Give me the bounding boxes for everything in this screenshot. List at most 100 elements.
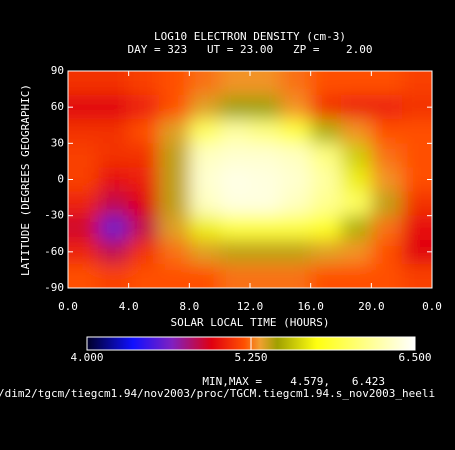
heat-cell (128, 239, 160, 265)
heat-cell (219, 215, 251, 241)
heat-cell (371, 95, 403, 120)
heat-cell (128, 143, 160, 168)
heat-cell (401, 71, 432, 96)
heat-cell (250, 239, 281, 265)
heat-cell (219, 95, 251, 120)
heat-cell (189, 143, 221, 168)
heat-cell (341, 215, 372, 241)
heat-cell (128, 191, 160, 217)
heat-cell (341, 239, 372, 265)
x-tick-label: 16.0 (297, 300, 324, 313)
y-axis-label: LATITUDE (DEGREES GEOGRAPHIC) (19, 84, 32, 276)
heat-cell (219, 119, 251, 144)
heat-cell (341, 95, 372, 120)
heat-cell (401, 119, 432, 144)
heat-cell (128, 215, 160, 241)
heat-cell (280, 215, 312, 241)
heat-cell (371, 263, 403, 288)
heat-cell (250, 215, 281, 241)
heat-cell (310, 263, 342, 288)
heat-cell (341, 263, 372, 288)
heat-cell (310, 191, 342, 217)
heat-cell (159, 143, 190, 168)
heat-cell (98, 71, 130, 96)
heat-cell (68, 119, 99, 144)
heat-cell (219, 143, 251, 168)
heat-cell (159, 167, 190, 193)
heatmap (68, 71, 432, 288)
heat-cell (128, 263, 160, 288)
heat-cell (371, 239, 403, 265)
heat-cell (280, 95, 312, 120)
heat-cell (68, 143, 99, 168)
heat-cell (371, 215, 403, 241)
heat-cell (401, 167, 432, 193)
heat-cell (401, 239, 432, 265)
colorbar-tick-label: 4.000 (70, 351, 103, 364)
heat-cell (310, 167, 342, 193)
heat-cell (371, 191, 403, 217)
heat-cell (128, 95, 160, 120)
heat-cell (98, 119, 130, 144)
heat-cell (159, 215, 190, 241)
x-axis-label: SOLAR LOCAL TIME (HOURS) (171, 316, 330, 329)
heat-cell (189, 239, 221, 265)
heat-cell (341, 119, 372, 144)
heat-cell (159, 239, 190, 265)
heat-cell (189, 167, 221, 193)
heat-cell (98, 167, 130, 193)
heat-cell (401, 191, 432, 217)
heat-cell (159, 263, 190, 288)
heat-cell (280, 71, 312, 96)
x-tick-label: 12.0 (237, 300, 264, 313)
heat-cell (371, 167, 403, 193)
heat-cell (98, 263, 130, 288)
heat-cell (219, 239, 251, 265)
heat-cell (68, 239, 99, 265)
heat-cell (280, 191, 312, 217)
heat-cell (128, 119, 160, 144)
colorbar-tick-label: 5.250 (234, 351, 267, 364)
heat-cell (219, 167, 251, 193)
heat-cell (159, 71, 190, 96)
heat-cell (98, 215, 130, 241)
heat-cell (310, 71, 342, 96)
min-value: 4.579, (290, 375, 330, 388)
heat-cell (159, 119, 190, 144)
heat-cell (98, 143, 130, 168)
y-tick-label: 30 (51, 136, 64, 149)
chart-title: LOG10 ELECTRON DENSITY (cm-3) (154, 30, 346, 43)
heat-cell (401, 95, 432, 120)
heat-cell (189, 71, 221, 96)
heat-cell (280, 239, 312, 265)
heat-cell (310, 119, 342, 144)
heat-cell (401, 215, 432, 241)
heat-cell (371, 119, 403, 144)
x-tick-label: 4.0 (119, 300, 139, 313)
chart-subtitle: DAY = 323 UT = 23.00 ZP = 2.00 (127, 43, 372, 56)
minmax-label: MIN,MAX = (202, 375, 262, 388)
x-tick-label: 0.0 (58, 300, 78, 313)
footer-path: /dim2/tgcm/tiegcm1.94/nov2003/proc/TGCM.… (0, 387, 435, 400)
heat-cell (68, 71, 99, 96)
heat-cell (310, 143, 342, 168)
heat-cell (250, 167, 281, 193)
heat-cell (250, 263, 281, 288)
heat-cell (128, 167, 160, 193)
heat-cell (159, 95, 190, 120)
y-tick-label: 60 (51, 100, 64, 113)
heat-cell (401, 143, 432, 168)
max-value: 6.423 (352, 375, 385, 388)
y-tick-label: -60 (44, 245, 64, 258)
heat-cell (280, 263, 312, 288)
heat-cell (341, 191, 372, 217)
heat-cell (189, 95, 221, 120)
heat-cell (219, 191, 251, 217)
y-tick-label: 0 (57, 173, 64, 186)
heat-cell (189, 263, 221, 288)
heat-cell (189, 191, 221, 217)
heat-cell (371, 143, 403, 168)
heat-cell (401, 263, 432, 288)
heat-cell (68, 263, 99, 288)
